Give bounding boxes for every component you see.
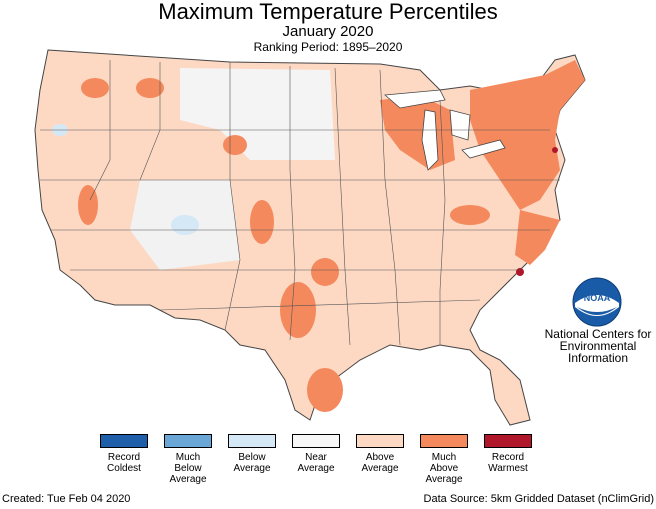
ranking-period: Ranking Period: 1895–2020 xyxy=(253,40,403,54)
legend-swatch xyxy=(228,434,276,448)
legend-label: Much Above Average xyxy=(425,452,463,485)
legend-item: Above Average xyxy=(348,434,412,474)
much-above-texas xyxy=(280,282,316,338)
much-above-kentucky xyxy=(450,205,490,225)
legend-label: Near Average xyxy=(297,452,335,474)
much-above-northeast xyxy=(470,60,585,210)
lake-superior xyxy=(384,89,446,109)
data-source: Data Source: 5km Gridded Dataset (nClimG… xyxy=(423,493,654,505)
ncei-line-3: Information xyxy=(567,351,629,365)
much-above-wyoming xyxy=(223,135,247,155)
much-above-washington xyxy=(81,78,109,98)
much-above-midatlantic xyxy=(515,210,560,265)
legend-label: Much Below Average xyxy=(169,452,207,485)
legend-item: Record Coldest xyxy=(92,434,156,474)
legend-item: Much Above Average xyxy=(412,434,476,485)
noaa-logo-icon: NOAA xyxy=(572,277,622,327)
much-above-gulf-coast xyxy=(307,368,343,412)
legend-item: Below Average xyxy=(220,434,284,474)
legend-label: Record Warmest xyxy=(488,452,528,474)
ncei-line-2: Environmental xyxy=(559,339,637,353)
much-above-colorado xyxy=(250,200,274,244)
legend-label: Record Coldest xyxy=(107,452,141,474)
legend-swatch xyxy=(356,434,404,448)
svg-text:NOAA: NOAA xyxy=(584,293,611,303)
record-warmest-nc xyxy=(516,268,524,276)
map-subtitle: January 2020 xyxy=(282,23,374,40)
map-title: Maximum Temperature Percentiles xyxy=(158,0,498,24)
temperature-percentile-map xyxy=(34,49,586,426)
record-warmest-ne xyxy=(552,147,558,153)
lake-erie xyxy=(461,139,506,159)
created-date: Created: Tue Feb 04 2020 xyxy=(2,493,131,505)
legend-item: Record Warmest xyxy=(476,434,540,474)
legend-swatch xyxy=(164,434,212,448)
legend-swatch xyxy=(484,434,532,448)
much-above-nevada xyxy=(78,185,98,225)
legend-item: Much Below Average xyxy=(156,434,220,485)
legend: Record Coldest Much Below Average Below Averag… xyxy=(0,434,656,494)
below-average-utah xyxy=(171,215,199,235)
ncei-label: National Centers for Environmental Infor… xyxy=(540,328,656,364)
legend-item: Near Average xyxy=(284,434,348,474)
much-above-montana xyxy=(136,78,164,98)
lake-huron xyxy=(449,109,471,141)
ncei-line-1: National Centers for xyxy=(544,327,652,341)
legend-swatch xyxy=(292,434,340,448)
legend-label: Above Average xyxy=(361,452,399,474)
lake-michigan xyxy=(421,109,439,171)
much-above-oklahoma xyxy=(311,258,339,286)
legend-swatch xyxy=(420,434,468,448)
state-borders xyxy=(40,60,560,346)
near-average-northern-plains xyxy=(180,68,335,160)
legend-swatch xyxy=(100,434,148,448)
legend-label: Below Average xyxy=(233,452,271,474)
